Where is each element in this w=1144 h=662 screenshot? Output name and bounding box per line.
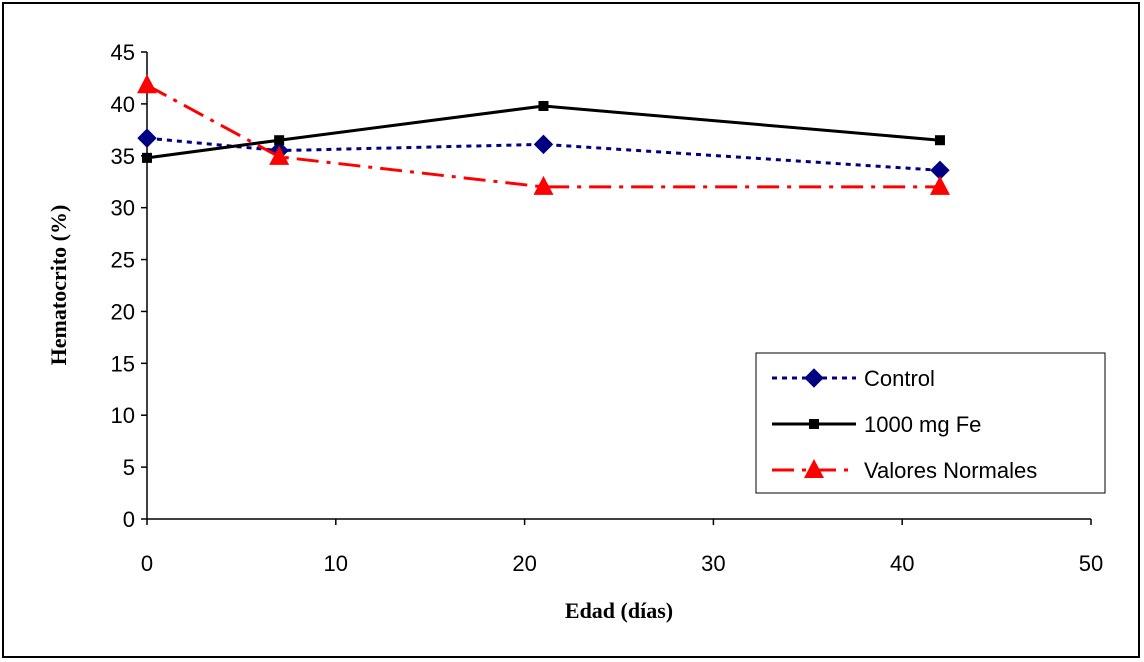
legend-label: Valores Normales bbox=[864, 458, 1037, 483]
data-point bbox=[269, 145, 290, 165]
y-tick-label: 25 bbox=[111, 248, 135, 273]
data-point bbox=[142, 152, 152, 163]
series-line bbox=[146, 136, 941, 172]
legend-label: Control bbox=[864, 366, 935, 391]
y-tick-label: 5 bbox=[123, 455, 135, 480]
data-point bbox=[274, 135, 285, 146]
x-tick-label: 40 bbox=[890, 551, 914, 576]
y-tick-label: 10 bbox=[111, 403, 135, 428]
x-tick-label: 0 bbox=[141, 551, 153, 576]
data-point bbox=[929, 175, 950, 195]
series-layer bbox=[137, 74, 950, 195]
y-tick-label: 15 bbox=[111, 351, 135, 376]
series-line bbox=[146, 83, 940, 189]
series-0 bbox=[137, 128, 950, 181]
data-point bbox=[533, 175, 554, 195]
data-point bbox=[137, 74, 157, 94]
series-1 bbox=[142, 100, 945, 163]
legend: Control 1000 mg Fe Valores Normales bbox=[755, 352, 1106, 494]
legend-marker bbox=[804, 459, 824, 478]
y-axis-title: Hematocrito (%) bbox=[46, 205, 71, 366]
x-tick-label: 30 bbox=[701, 551, 725, 576]
data-point bbox=[137, 128, 157, 148]
data-point bbox=[538, 100, 549, 111]
y-tick-label: 45 bbox=[111, 40, 135, 65]
axes: 0 5 10 15 20 25 30 35 40 45 0 10 20 30 40 50 bbox=[111, 40, 1104, 576]
series-2 bbox=[137, 74, 950, 195]
x-tick-label: 20 bbox=[512, 551, 536, 576]
legend-marker bbox=[804, 368, 824, 388]
series-line bbox=[146, 104, 941, 160]
y-tick-label: 30 bbox=[111, 196, 135, 221]
y-tick-label: 0 bbox=[123, 507, 135, 532]
y-tick-label: 40 bbox=[111, 92, 135, 117]
x-axis-title: Edad (días) bbox=[565, 598, 673, 623]
legend-marker bbox=[809, 419, 819, 429]
data-point bbox=[934, 135, 945, 146]
legend-label: 1000 mg Fe bbox=[864, 412, 981, 437]
y-tick-label: 20 bbox=[111, 299, 135, 324]
data-point bbox=[533, 134, 554, 155]
x-tick-label: 10 bbox=[324, 551, 348, 576]
y-tick-label: 35 bbox=[111, 144, 135, 169]
x-tick-label: 50 bbox=[1079, 551, 1103, 576]
